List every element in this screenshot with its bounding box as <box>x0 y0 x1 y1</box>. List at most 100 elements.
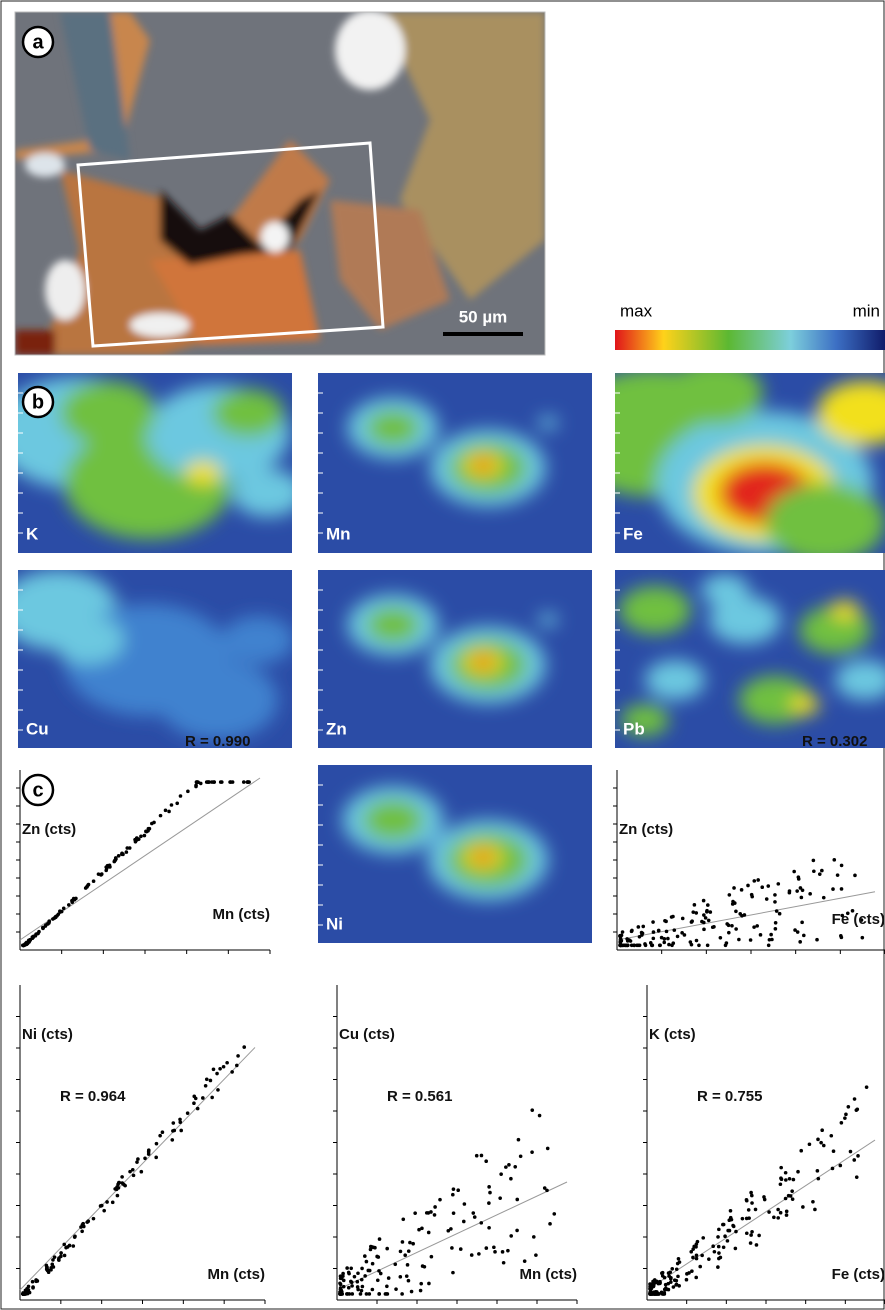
scatter-point <box>102 1209 106 1213</box>
scatter-point <box>831 887 835 891</box>
scatter-point <box>649 1288 653 1292</box>
scatter-point <box>815 938 819 942</box>
scatter-point <box>456 1188 460 1192</box>
scatter-point <box>361 1285 365 1289</box>
scatter-point <box>347 1272 351 1276</box>
scatter-point <box>47 1270 51 1274</box>
scatter-point <box>621 930 625 934</box>
scatter-point <box>70 899 74 903</box>
scatter-point <box>408 1241 412 1245</box>
map-blob <box>212 389 284 437</box>
scatter-point <box>530 1150 534 1154</box>
scatter-point <box>360 1267 364 1271</box>
map-blob <box>52 616 124 664</box>
scatter-point <box>716 1235 720 1239</box>
scatter-point <box>192 1095 196 1099</box>
scatter-point <box>838 1164 842 1168</box>
scatter-point <box>350 1280 354 1284</box>
map-blob <box>367 607 420 642</box>
scatter-point <box>724 944 728 948</box>
scatter-point <box>498 1196 502 1200</box>
scatter-point <box>772 1215 776 1219</box>
scatter-point <box>376 1278 380 1282</box>
scatter-point <box>711 1244 715 1248</box>
scatter-point <box>410 1290 414 1294</box>
scatter-point <box>506 1249 510 1253</box>
scatter-point <box>196 780 200 784</box>
panel-label: b <box>32 391 44 413</box>
scatter-point <box>808 892 812 896</box>
scatter-point <box>749 1191 753 1195</box>
scatter-point <box>731 900 735 904</box>
scatter-point <box>246 780 250 784</box>
scatter-point <box>360 1289 364 1293</box>
scatter-point <box>750 1230 754 1234</box>
scatter-point <box>27 1285 31 1289</box>
scatter-point <box>27 1288 31 1292</box>
x-axis-label: Fe (cts) <box>832 911 885 928</box>
scatter-point <box>840 887 844 891</box>
scatter-point <box>729 1209 733 1213</box>
scatter-point <box>731 1224 735 1228</box>
scatter-point <box>71 1244 75 1248</box>
scatter-point <box>86 1219 90 1223</box>
scatter-point <box>620 944 624 948</box>
colorbar <box>615 330 885 350</box>
scatter-point <box>387 1276 391 1280</box>
scatter-point <box>406 1263 410 1267</box>
scatter-point <box>723 1234 727 1238</box>
scatter-point <box>649 1292 653 1296</box>
scatter-point <box>373 1246 377 1250</box>
scatter-point <box>242 780 246 784</box>
scatter-point <box>779 1182 783 1186</box>
scatter-point <box>477 1252 481 1256</box>
map-blob <box>538 417 557 430</box>
scatter-point <box>205 1077 209 1081</box>
scatter-point <box>192 1101 196 1105</box>
scatter-point <box>368 1269 372 1273</box>
scatter-point <box>158 1134 162 1138</box>
element-map <box>318 373 592 553</box>
scatter-plot: K (cts)Fe (cts)R = 0.755 <box>643 985 885 1304</box>
scatter-point <box>812 859 816 863</box>
scatter-point <box>82 1225 86 1229</box>
scatter-point <box>660 936 664 940</box>
scatter-point <box>459 1247 463 1251</box>
x-axis-label: Mn (cts) <box>213 906 271 923</box>
scatter-point <box>487 1226 491 1230</box>
scatter-point <box>685 1272 689 1276</box>
scatter-point <box>509 1234 513 1238</box>
scatter-point <box>746 884 750 888</box>
scatter-point <box>754 1208 758 1212</box>
scatter-point <box>685 1278 689 1282</box>
map-label: Ni <box>326 914 343 933</box>
scatter-point <box>419 1282 423 1286</box>
scatter-point <box>817 1177 821 1181</box>
scatter-point <box>640 933 644 937</box>
scatter-point <box>780 1177 784 1181</box>
scatter-point <box>44 924 48 928</box>
correlation: R = 0.302 <box>802 733 867 750</box>
scatter-point <box>665 930 669 934</box>
scatter-point <box>674 1283 678 1287</box>
scatter-point <box>799 1149 803 1153</box>
map-blob <box>60 381 156 445</box>
scatter-point <box>393 1263 397 1267</box>
scatter-point <box>705 909 709 913</box>
scatter-point <box>702 928 706 932</box>
scatter-point <box>407 1249 411 1253</box>
scatter-point <box>796 930 800 934</box>
scatter-point <box>97 872 101 876</box>
scatter-point <box>697 944 701 948</box>
scatter-point <box>796 1170 800 1174</box>
scatter-point <box>178 1118 182 1122</box>
colorbar-max: max <box>620 301 653 320</box>
scatter-point <box>717 1251 721 1255</box>
scatter-point <box>784 1178 788 1182</box>
scatter-point <box>54 916 58 920</box>
scatter-point <box>643 942 647 946</box>
scatter-point <box>179 794 183 798</box>
scatter-point <box>759 933 763 937</box>
map-blob <box>473 656 492 669</box>
scatter-point <box>427 1231 431 1235</box>
